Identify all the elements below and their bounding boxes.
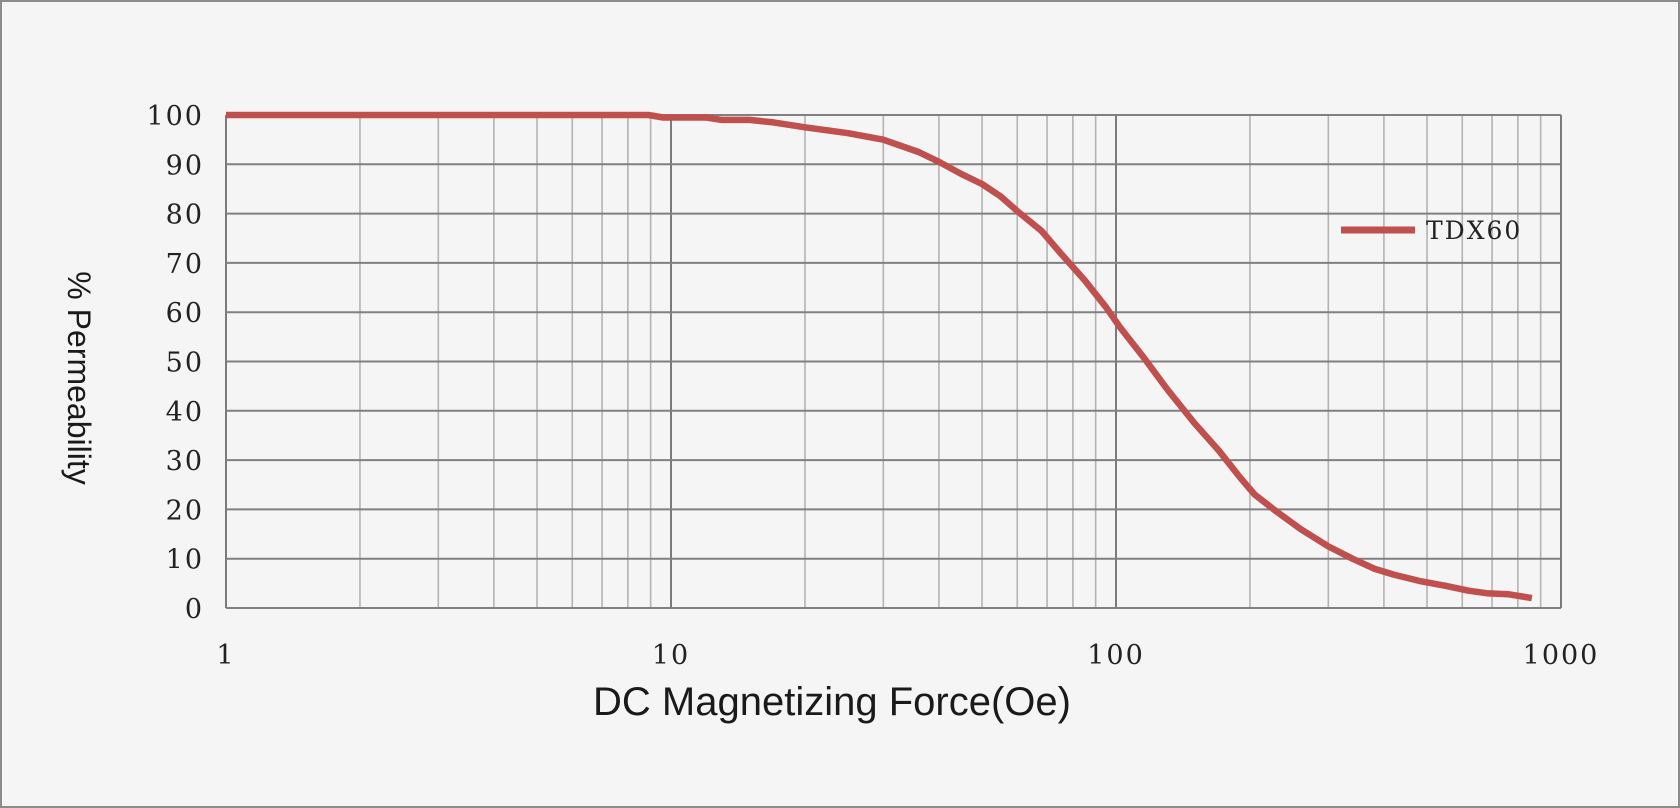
- y-tick-label: 90: [166, 150, 204, 181]
- plot-area: [226, 111, 1533, 602]
- x-axis-title: DC Magnetizing Force(Oe): [593, 680, 1071, 724]
- x-tick-label: 1: [216, 640, 235, 671]
- legend-label: TDX60: [1426, 216, 1522, 245]
- y-tick-label: 10: [166, 545, 204, 576]
- y-tick-label: 100: [146, 101, 204, 132]
- y-tick-label: 70: [166, 249, 204, 280]
- legend: TDX60: [1341, 216, 1522, 245]
- chart-grid: [225, 114, 1562, 609]
- y-tick-label: 20: [166, 495, 204, 526]
- y-tick-label: 50: [166, 348, 204, 379]
- y-tick-label: 40: [166, 397, 204, 428]
- y-tick-label: 60: [166, 298, 204, 329]
- y-tick-label: 0: [185, 594, 204, 625]
- x-tick-label: 1000: [1523, 640, 1600, 671]
- y-tick-label: 80: [166, 200, 204, 231]
- y-tick-labels: 0 10 20 30 40 50 60 70 80 90 100: [146, 101, 204, 625]
- x-tick-labels: 1 10 100 1000: [216, 640, 1600, 671]
- series-line-tdx60: [226, 111, 1533, 602]
- x-tick-label: 10: [652, 640, 690, 671]
- y-axis-title: % Permeability: [61, 271, 97, 484]
- y-tick-label: 30: [166, 446, 204, 477]
- x-tick-label: 100: [1087, 640, 1145, 671]
